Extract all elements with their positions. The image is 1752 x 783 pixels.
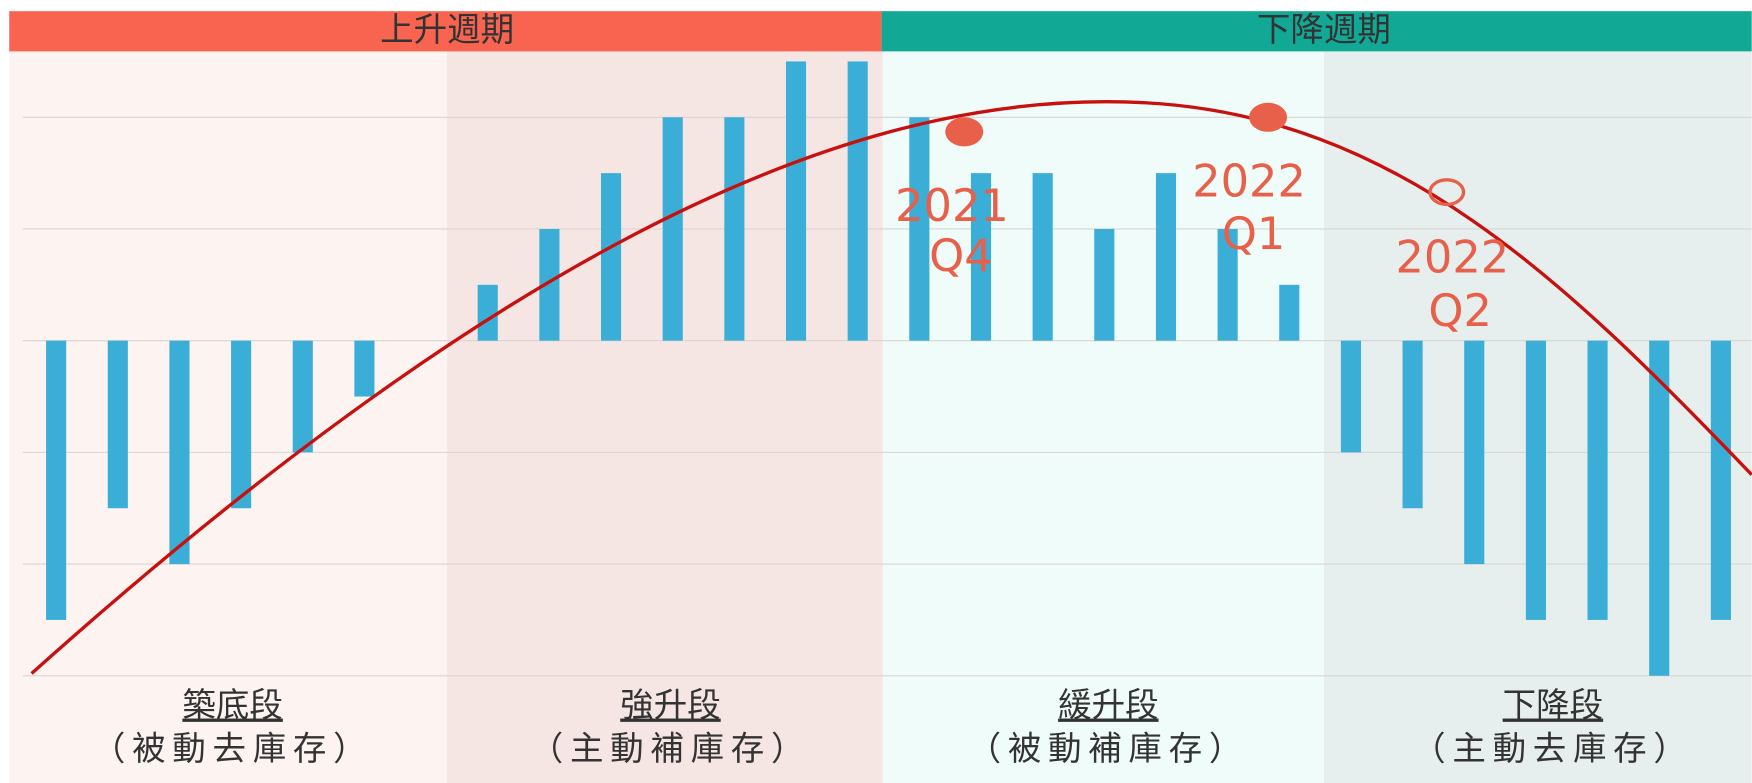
phase-background bbox=[882, 51, 1324, 783]
bar bbox=[477, 284, 498, 341]
phase-note: （主動去庫存） bbox=[1412, 729, 1693, 768]
phase-name: 強升段 bbox=[620, 686, 721, 725]
phase-note: （主動補庫存） bbox=[530, 729, 811, 768]
bar bbox=[292, 340, 313, 453]
bar bbox=[970, 173, 992, 341]
bar bbox=[1217, 228, 1238, 341]
annotation-quarter: Q2 bbox=[1428, 285, 1492, 337]
cycle-curve bbox=[30, 100, 1752, 675]
cycle-label: 上升週期 bbox=[380, 10, 514, 49]
phase-background bbox=[9, 51, 448, 783]
bar bbox=[724, 117, 745, 341]
bar bbox=[601, 173, 622, 341]
bar bbox=[1525, 340, 1546, 620]
marker bbox=[945, 117, 984, 147]
bar bbox=[662, 117, 683, 341]
bar bbox=[231, 340, 252, 509]
bar bbox=[539, 228, 560, 341]
bar bbox=[1094, 228, 1115, 341]
bar bbox=[46, 340, 67, 620]
annotation-quarter: Q1 bbox=[1222, 208, 1286, 260]
marker bbox=[1428, 178, 1466, 207]
phase-note: （被動去庫存） bbox=[92, 729, 373, 768]
bar bbox=[1155, 173, 1177, 341]
annotation-quarter: Q4 bbox=[929, 230, 993, 282]
bar bbox=[354, 340, 375, 397]
bar bbox=[1340, 340, 1361, 453]
bar bbox=[1279, 284, 1300, 341]
annotation-year: 2021 bbox=[895, 180, 1009, 232]
phase-note: （被動補庫存） bbox=[968, 729, 1249, 768]
bar bbox=[1402, 340, 1423, 509]
bar bbox=[1649, 340, 1670, 676]
marker bbox=[1249, 102, 1288, 132]
bar bbox=[107, 340, 128, 509]
bar bbox=[1032, 173, 1053, 341]
bar bbox=[169, 340, 190, 565]
bar bbox=[847, 61, 868, 341]
rising-header bbox=[9, 11, 882, 52]
bar bbox=[909, 117, 930, 341]
bar bbox=[1710, 340, 1731, 620]
phase-name: 下降段 bbox=[1503, 686, 1604, 725]
bar bbox=[785, 61, 807, 341]
phase-name: 築底段 bbox=[182, 686, 283, 725]
phase-name: 緩升段 bbox=[1058, 686, 1158, 725]
annotation-year: 2022 bbox=[1192, 155, 1306, 207]
bar bbox=[1587, 340, 1608, 620]
falling-header bbox=[881, 11, 1752, 52]
cycle-label: 下降週期 bbox=[1257, 10, 1391, 49]
annotation-year: 2022 bbox=[1396, 231, 1510, 283]
bar bbox=[1464, 340, 1485, 565]
